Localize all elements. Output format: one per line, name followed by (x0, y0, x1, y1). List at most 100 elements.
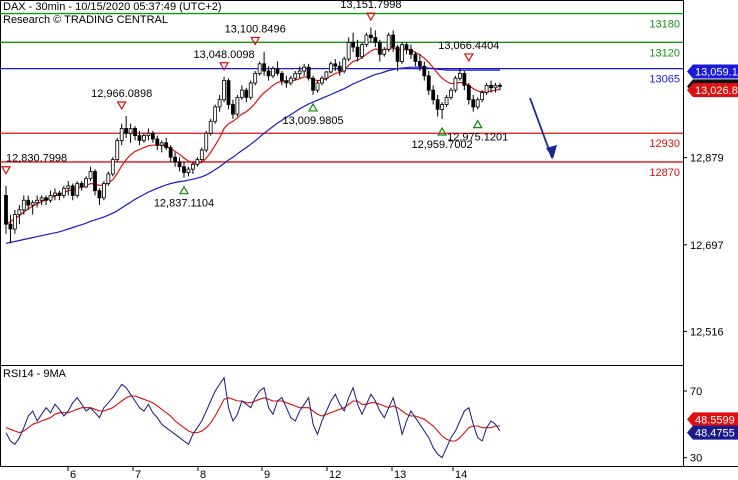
rsi-line (5, 376, 501, 459)
candle-body (475, 99, 480, 108)
price-tick-label: 12,697 (690, 240, 724, 252)
candle-body (373, 37, 378, 43)
candle-body (79, 183, 84, 188)
candle-body (360, 44, 364, 58)
candle-body (297, 70, 302, 74)
candle-body (449, 89, 453, 98)
level-label: 12930 (649, 138, 680, 150)
price-tag-label: 13,059.1 (695, 66, 738, 78)
time-tick-label: 8 (200, 469, 206, 480)
candle-body (168, 147, 173, 158)
candle-body (257, 63, 262, 74)
candle-body (253, 73, 258, 84)
rsi-value-tag-label: 48.4755 (695, 428, 735, 440)
candle-body (182, 166, 186, 173)
candle-body (404, 44, 409, 50)
chart-header-source: Research © TRADING CENTRAL (3, 14, 168, 26)
swing-low-label: 13,009.9805 (282, 115, 343, 127)
candle-body (471, 99, 476, 108)
swing-high-label: 13,151.7998 (340, 0, 401, 11)
candle-body (48, 195, 53, 201)
candle-body (440, 104, 445, 110)
price-tag (687, 64, 738, 79)
candle-body (137, 135, 142, 141)
candle-body (190, 163, 195, 170)
level-label: 12870 (649, 167, 680, 179)
candle-body (368, 34, 373, 38)
candle-body (382, 49, 387, 55)
candle-body (306, 66, 311, 79)
rsi-value-tag-label: 48.5599 (695, 414, 735, 426)
swing-low-marker (178, 185, 190, 195)
candle-body (275, 68, 280, 74)
candle-body (226, 80, 231, 105)
candle-body (75, 183, 80, 196)
price-tag-label: 13,026.8 (695, 85, 738, 97)
candle-body (53, 192, 57, 196)
candle-body (21, 199, 26, 211)
candle-body (342, 58, 347, 72)
swing-high-marker (116, 101, 127, 111)
candle-body (462, 73, 467, 86)
candle-body (435, 99, 440, 110)
candle-body (61, 187, 66, 196)
candle-body (128, 128, 133, 134)
candle-body (328, 63, 333, 73)
candle-body (431, 89, 436, 101)
candle-body (395, 46, 400, 62)
swing-high-label: 13,066.4404 (438, 40, 499, 52)
candle-body (444, 96, 449, 105)
candle-body (324, 71, 329, 79)
swing-high-marker (0, 166, 12, 175)
candle-body (26, 199, 31, 206)
time-tick-label: 6 (70, 469, 76, 480)
swing-low-label: 12,959.7002 (412, 139, 473, 151)
time-tick-label: 13 (394, 469, 406, 480)
time-tick-label: 9 (264, 469, 270, 480)
swing-low-label: 12,975.1201 (447, 132, 508, 144)
candle-body (231, 104, 235, 115)
candle-body (484, 84, 489, 93)
candle-body (12, 214, 17, 230)
candle-body (248, 82, 253, 98)
candle-body (173, 156, 178, 163)
candle-body (44, 197, 48, 201)
candle-body (417, 61, 422, 67)
swing-low-marker (472, 119, 483, 129)
candle-body (213, 106, 218, 122)
candle-body (222, 80, 226, 101)
rsi-tick-label: 70 (690, 386, 702, 398)
candle-body (355, 46, 360, 58)
candle-body (115, 140, 120, 160)
candle-body (133, 128, 137, 137)
candle-body (386, 34, 391, 50)
candle-body (364, 34, 369, 46)
candle-body (84, 178, 88, 188)
candle-body (293, 73, 298, 79)
swing-high-marker (365, 12, 376, 22)
candle-body (195, 159, 200, 165)
candle-body (284, 80, 289, 84)
candle-body (262, 63, 267, 72)
candle-body (235, 96, 240, 115)
candle-body (186, 168, 191, 173)
candle-body (333, 63, 338, 67)
time-tick-label: 14 (455, 469, 467, 480)
slow-moving-average-line (5, 66, 500, 244)
candle-body (457, 73, 462, 79)
level-label: 13180 (649, 19, 680, 31)
swing-high-label: 12,830.7998 (6, 153, 67, 165)
swing-high-label: 12,966.0898 (91, 88, 152, 100)
candle-body (409, 49, 413, 55)
fast-moving-average-line (5, 47, 501, 225)
candle-body (155, 138, 160, 146)
candle-body (199, 149, 204, 160)
candle-body (8, 223, 13, 230)
candle-body (422, 65, 427, 77)
candle-body (39, 197, 44, 201)
candle-body (266, 70, 271, 77)
candle-body (453, 77, 458, 91)
candle-body (4, 195, 8, 225)
candle-body (337, 65, 342, 72)
